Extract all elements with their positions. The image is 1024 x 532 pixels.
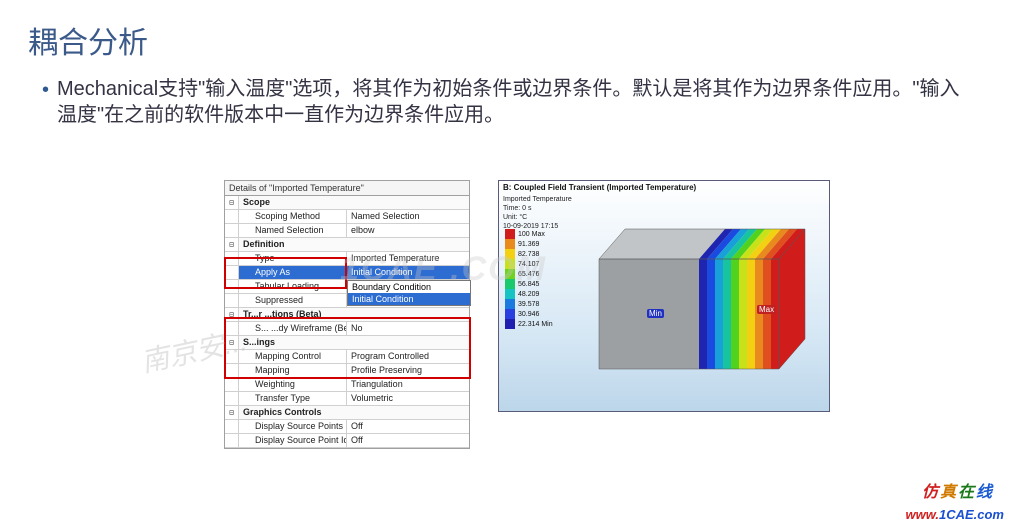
sim-sub1: Imported Temperature (499, 195, 829, 204)
group-label: Tr...r ...tions (Beta) (239, 308, 469, 321)
dropdown-option-initial[interactable]: Initial Condition (348, 293, 470, 305)
row-type[interactable]: Type Imported Temperature (225, 252, 469, 266)
prop-label: Display Source Points (239, 420, 347, 433)
prop-value[interactable]: Off (347, 434, 469, 447)
group-label: Graphics Controls (239, 406, 469, 419)
group-label: Definition (239, 238, 469, 251)
prop-value[interactable]: No (347, 322, 469, 335)
prop-label: Mapping (239, 364, 347, 377)
row-tabular-loading[interactable]: Tabular Loading Boundary Condition Initi… (225, 280, 469, 294)
prop-value[interactable]: Imported Temperature (347, 252, 469, 265)
prop-label: Named Selection (239, 224, 347, 237)
details-header: Details of "Imported Temperature" (225, 181, 469, 196)
row-display-source-point-ids[interactable]: Display Source Point Ids Off (225, 434, 469, 448)
row-transfer-type[interactable]: Transfer Type Volumetric (225, 392, 469, 406)
prop-value[interactable]: Profile Preserving (347, 364, 469, 377)
prop-value[interactable]: Triangulation (347, 378, 469, 391)
collapse-icon[interactable]: ⊟ (225, 308, 239, 321)
brand-cn: 仿真在线 (922, 478, 994, 502)
row-named-selection[interactable]: Named Selection elbow (225, 224, 469, 238)
bullet-text: Mechanical支持"输入温度"选项，将其作为初始条件或边界条件。默认是将其… (57, 76, 974, 128)
prop-value[interactable]: Off (347, 420, 469, 433)
group-settings[interactable]: ⊟ S...ings (225, 336, 469, 350)
collapse-icon[interactable]: ⊟ (225, 196, 239, 209)
prop-label: Transfer Type (239, 392, 347, 405)
bullet-marker: • (42, 76, 49, 104)
prop-label: S... ...dy Wireframe (Beta) (239, 322, 347, 335)
min-probe-label: Min (647, 309, 664, 318)
simulation-viewport[interactable]: B: Coupled Field Transient (Imported Tem… (498, 180, 830, 412)
max-probe-label: Max (757, 305, 776, 314)
group-graphics-controls[interactable]: ⊟ Graphics Controls (225, 406, 469, 420)
apply-as-dropdown[interactable]: Boundary Condition Initial Condition (347, 280, 471, 306)
group-scope[interactable]: ⊟ Scope (225, 196, 469, 210)
bullet-block: • Mechanical支持"输入温度"选项，将其作为初始条件或边界条件。默认是… (42, 76, 974, 128)
sim-title: B: Coupled Field Transient (Imported Tem… (499, 181, 829, 195)
prop-label: Weighting (239, 378, 347, 391)
prop-value[interactable]: Program Controlled (347, 350, 469, 363)
prop-value[interactable]: Named Selection (347, 210, 469, 223)
row-mapping[interactable]: Mapping Profile Preserving (225, 364, 469, 378)
row-apply-as[interactable]: Apply As Initial Condition (225, 266, 469, 280)
sim-sub2: Time: 0 s (499, 204, 829, 213)
row-weighting[interactable]: Weighting Triangulation (225, 378, 469, 392)
collapse-icon[interactable]: ⊟ (225, 406, 239, 419)
result-cube (589, 219, 809, 389)
row-display-source-points[interactable]: Display Source Points Off (225, 420, 469, 434)
collapse-icon[interactable]: ⊟ (225, 238, 239, 251)
prop-value[interactable]: elbow (347, 224, 469, 237)
dropdown-option-boundary[interactable]: Boundary Condition (348, 281, 470, 293)
group-definition[interactable]: ⊟ Definition (225, 238, 469, 252)
prop-value[interactable]: Initial Condition (347, 266, 469, 279)
prop-label: Scoping Method (239, 210, 347, 223)
prop-label: Tabular Loading (239, 280, 347, 293)
row-mapping-control[interactable]: Mapping Control Program Controlled (225, 350, 469, 364)
collapse-icon[interactable]: ⊟ (225, 336, 239, 349)
prop-label: Type (239, 252, 347, 265)
group-transfer-options[interactable]: ⊟ Tr...r ...tions (Beta) (225, 308, 469, 322)
row-scoping-method[interactable]: Scoping Method Named Selection (225, 210, 469, 224)
row-show-body-wireframe[interactable]: S... ...dy Wireframe (Beta) No (225, 322, 469, 336)
details-panel: Details of "Imported Temperature" ⊟ Scop… (224, 180, 470, 449)
brand-url: www.1CAE.com (906, 507, 1005, 522)
group-label: Scope (239, 196, 469, 209)
prop-label: Mapping Control (239, 350, 347, 363)
prop-label: Display Source Point Ids (239, 434, 347, 447)
prop-value[interactable]: Volumetric (347, 392, 469, 405)
prop-label: Apply As (239, 266, 347, 279)
prop-label: Suppressed (239, 294, 347, 307)
group-label: S...ings (239, 336, 469, 349)
slide-title: 耦合分析 (28, 18, 148, 62)
color-legend: 100 Max91.36982.73874.10765.47656.84548.… (505, 229, 575, 329)
